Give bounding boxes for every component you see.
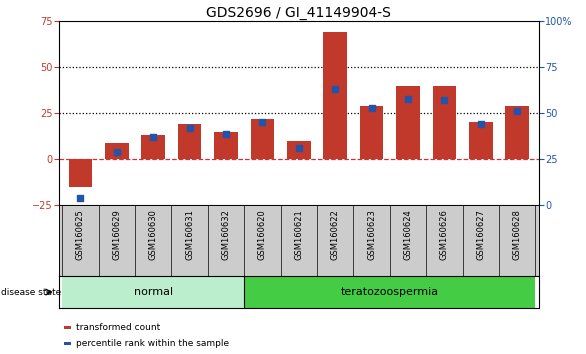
Bar — [141, 135, 165, 159]
Text: disease state: disease state — [1, 287, 62, 297]
Point — [222, 131, 231, 136]
Text: teratozoospermia: teratozoospermia — [341, 287, 439, 297]
Point — [440, 98, 449, 103]
Point — [476, 121, 486, 127]
Bar — [396, 86, 420, 159]
Bar — [360, 106, 383, 159]
Point — [258, 120, 267, 125]
Text: GSM160623: GSM160623 — [367, 209, 376, 260]
Bar — [469, 122, 493, 159]
Point — [76, 195, 85, 201]
Text: GSM160621: GSM160621 — [294, 209, 304, 259]
Text: GSM160632: GSM160632 — [222, 209, 230, 260]
Point — [294, 145, 304, 151]
Bar — [323, 32, 347, 159]
Text: GSM160630: GSM160630 — [149, 209, 158, 260]
Point — [331, 86, 340, 92]
Bar — [214, 132, 238, 159]
Point — [513, 109, 522, 114]
Text: GSM160631: GSM160631 — [185, 209, 194, 260]
Text: GSM160622: GSM160622 — [331, 209, 340, 259]
Point — [403, 96, 413, 101]
Text: GSM160620: GSM160620 — [258, 209, 267, 259]
Text: normal: normal — [134, 287, 173, 297]
Bar — [244, 276, 536, 308]
Text: GSM160624: GSM160624 — [404, 209, 413, 259]
Bar — [287, 141, 311, 159]
Text: GSM160625: GSM160625 — [76, 209, 85, 259]
Text: GSM160626: GSM160626 — [440, 209, 449, 260]
Bar — [432, 86, 456, 159]
Title: GDS2696 / GI_41149904-S: GDS2696 / GI_41149904-S — [206, 6, 391, 20]
Text: transformed count: transformed count — [76, 323, 161, 332]
Text: percentile rank within the sample: percentile rank within the sample — [76, 339, 229, 348]
Bar — [62, 276, 244, 308]
Text: GSM160627: GSM160627 — [476, 209, 485, 260]
Point — [367, 105, 376, 110]
Point — [185, 125, 195, 131]
Bar — [251, 119, 274, 159]
Point — [149, 135, 158, 140]
Bar — [105, 143, 129, 159]
Text: GSM160629: GSM160629 — [113, 209, 121, 259]
Bar — [69, 159, 92, 187]
Point — [112, 149, 121, 155]
Text: GSM160628: GSM160628 — [513, 209, 522, 260]
Bar — [506, 106, 529, 159]
Bar — [178, 124, 202, 159]
